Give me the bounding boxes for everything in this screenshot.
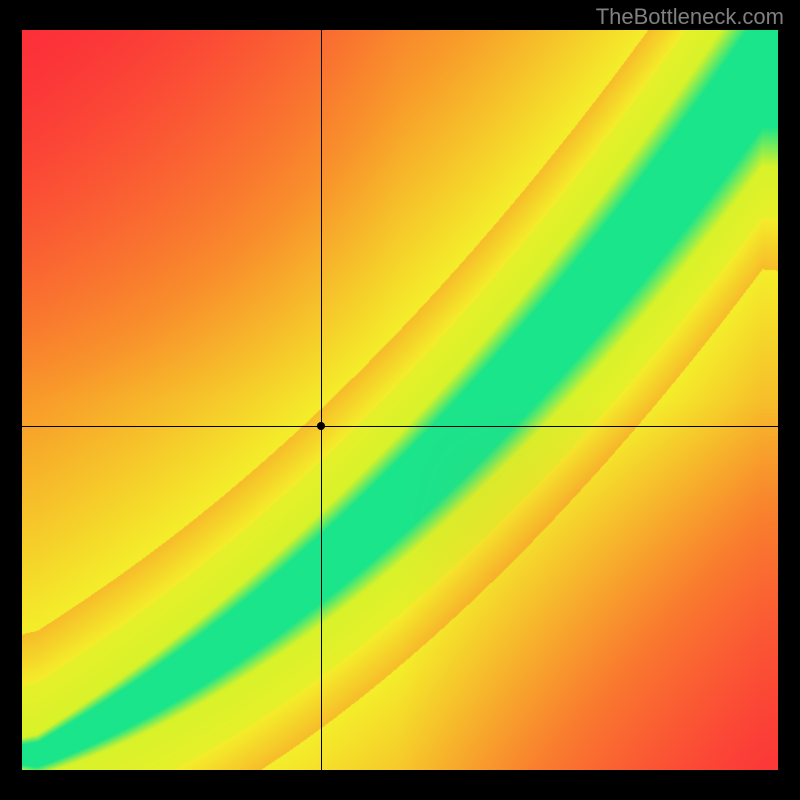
watermark-text: TheBottleneck.com: [596, 4, 784, 30]
heatmap-canvas: [22, 30, 778, 770]
marker-dot: [317, 422, 325, 430]
crosshair-horizontal: [22, 426, 778, 427]
crosshair-vertical: [321, 30, 322, 770]
plot-area: [22, 30, 778, 770]
